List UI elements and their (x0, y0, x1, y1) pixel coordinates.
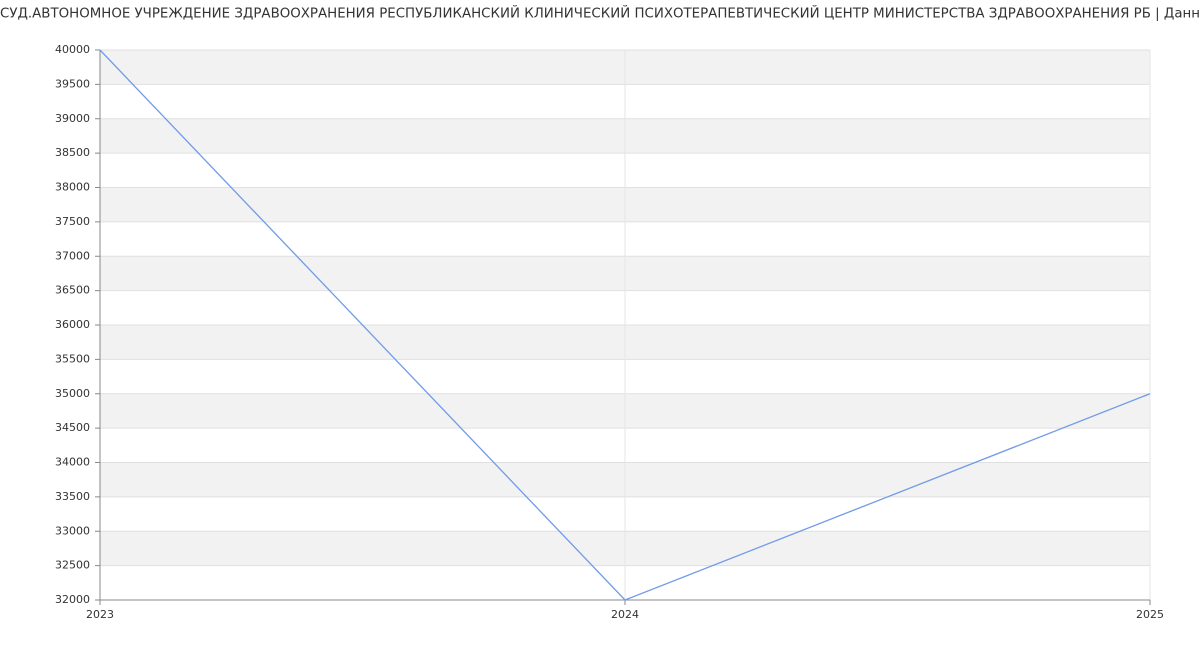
y-tick-label: 33500 (55, 490, 90, 503)
y-tick-label: 36500 (55, 284, 90, 297)
y-tick-label: 39500 (55, 77, 90, 90)
y-tick-label: 38000 (55, 181, 90, 194)
y-tick-label: 34000 (55, 456, 90, 469)
chart-title: СУД.АВТОНОМНОЕ УЧРЕЖДЕНИЕ ЗДРАВООХРАНЕНИ… (0, 6, 1200, 22)
x-tick-label: 2024 (611, 608, 639, 621)
y-tick-label: 38500 (55, 146, 90, 159)
y-tick-label: 32000 (55, 593, 90, 606)
line-series (99, 49, 1151, 601)
y-tick-label: 39000 (55, 112, 90, 125)
x-tick-label: 2025 (1136, 608, 1164, 621)
y-tick-label: 40000 (55, 43, 90, 56)
y-tick-label: 37500 (55, 215, 90, 228)
y-tick-label: 33000 (55, 524, 90, 537)
y-tick-label: 35500 (55, 352, 90, 365)
y-tick-label: 37000 (55, 249, 90, 262)
y-tick-label: 32500 (55, 559, 90, 572)
x-tick-label: 2023 (86, 608, 114, 621)
y-tick-label: 34500 (55, 421, 90, 434)
y-tick-label: 36000 (55, 318, 90, 331)
y-tick-label: 35000 (55, 387, 90, 400)
